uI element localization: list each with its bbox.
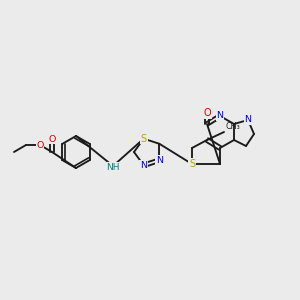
Text: N: N	[140, 161, 147, 170]
Text: CH₃: CH₃	[225, 122, 240, 131]
Text: NH: NH	[106, 163, 120, 172]
Text: O: O	[48, 134, 56, 143]
Text: O: O	[203, 108, 211, 118]
Text: N: N	[244, 116, 251, 124]
Text: O: O	[36, 140, 44, 149]
Text: S: S	[141, 134, 147, 144]
Text: N: N	[156, 156, 163, 165]
Text: S: S	[189, 159, 195, 169]
Text: N: N	[217, 112, 224, 121]
